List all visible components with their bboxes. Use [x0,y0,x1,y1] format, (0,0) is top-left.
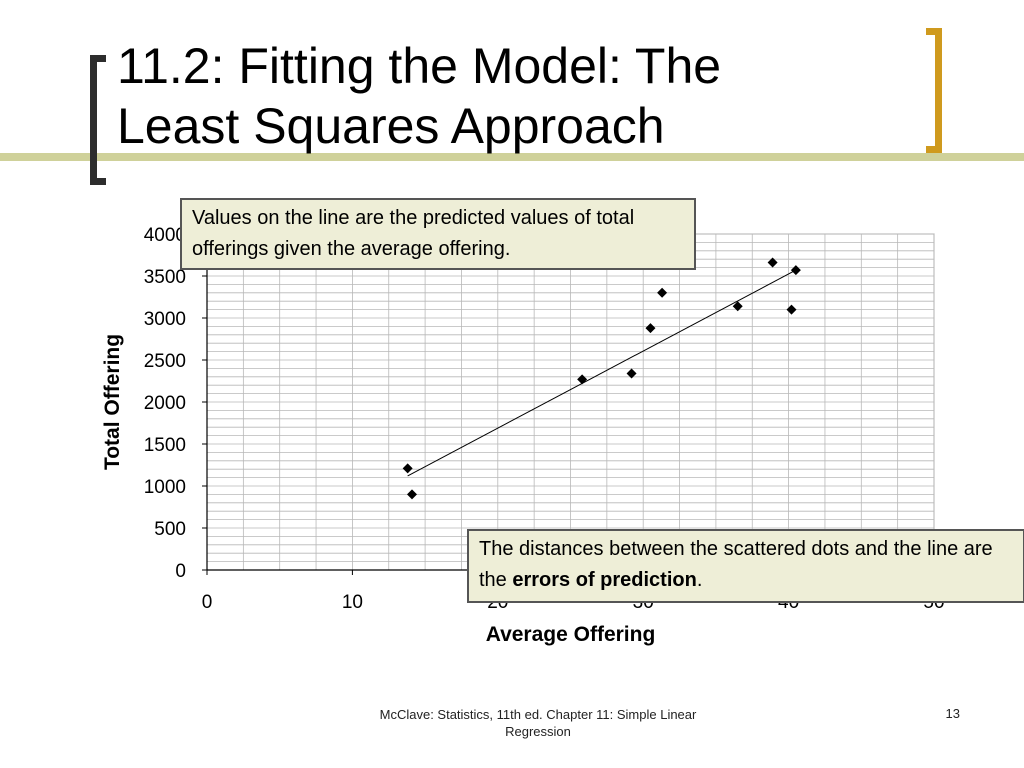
data-point [402,463,413,474]
data-point [732,301,743,312]
y-tick-label: 1000 [144,477,186,498]
x-tick-label: 10 [342,592,363,613]
y-axis-title: Total Offering [101,334,124,470]
data-point [577,374,588,385]
callout-bottom-text: The distances between the scattered dots… [479,538,993,591]
data-point [790,265,801,276]
callout-bottom-emphasis: errors of prediction [512,569,697,591]
right-bracket-decoration [926,28,942,153]
regression-line [407,269,797,477]
y-tick-label: 4000 [144,225,186,246]
slide-footer: McClave: Statistics, 11th ed. Chapter 11… [379,707,697,739]
data-point [626,368,637,379]
y-tick-label: 0 [175,561,186,582]
page-number: 13 [945,706,960,721]
y-tick-label: 2500 [144,351,186,372]
y-tick-label: 1500 [144,435,186,456]
left-bracket-decoration [90,55,106,185]
data-point [786,304,797,315]
data-point [657,287,668,298]
x-axis-title: Average Offering [486,623,656,646]
callout-bottom-period: . [696,569,703,591]
y-tick-label: 2000 [144,393,186,414]
callout-errors-of-prediction: The distances between the scattered dots… [467,529,1024,603]
title-accent-line [0,153,1024,161]
x-tick-label: 0 [202,592,213,613]
y-tick-label: 500 [154,519,186,540]
data-point [767,257,778,268]
y-tick-label: 3000 [144,309,186,330]
data-point [407,489,418,500]
data-point [645,323,656,334]
callout-predicted-values: Values on the line are the predicted val… [180,198,696,270]
slide-title: 11.2: Fitting the Model: The Least Squar… [117,38,722,154]
y-tick-label: 3500 [144,267,186,288]
